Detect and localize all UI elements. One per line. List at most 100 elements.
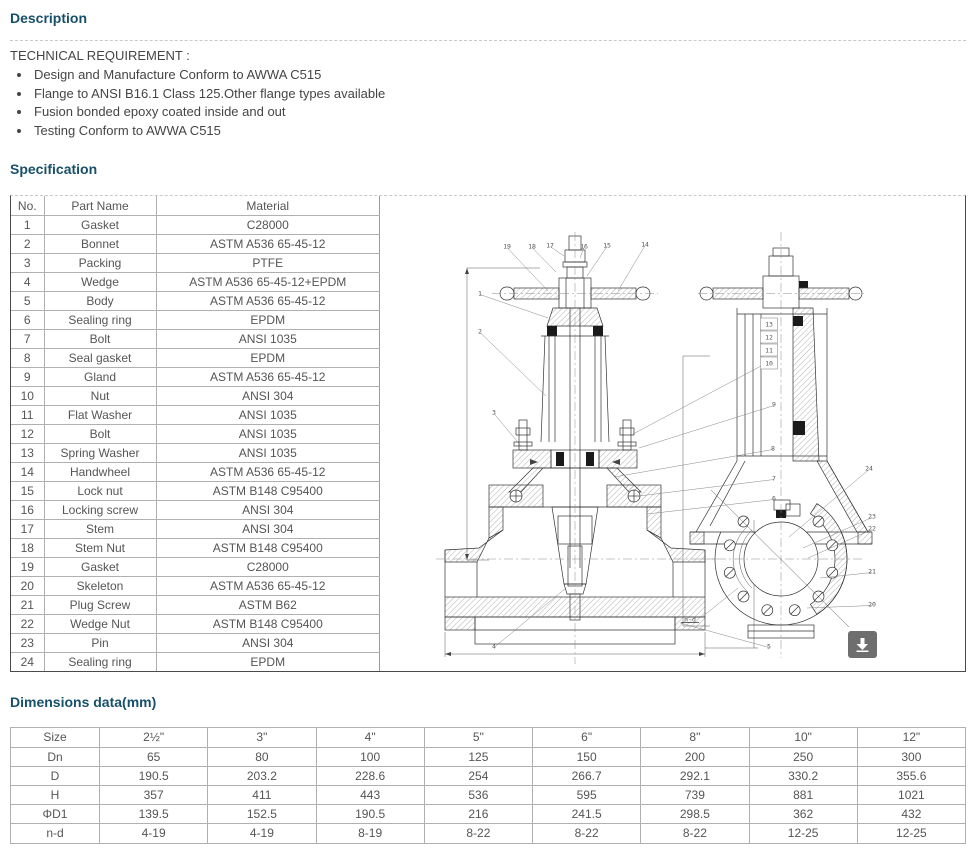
dimensions-table-cell: 228.6	[315, 765, 425, 786]
drawing-callout-label: 19	[503, 243, 511, 251]
drawing-callout-label: 18	[528, 243, 536, 251]
parts-table-cell: ASTM A536 65-45-12	[155, 462, 380, 483]
parts-table-body: 1 Gasket C28000 2 Bonnet ASTM A536 65-45-12 3 P…	[11, 215, 380, 672]
dimensions-table-cell: 12-25	[748, 823, 858, 844]
dimensions-table-cell: 12-25	[856, 823, 967, 844]
drawing-callout-label: 7	[772, 475, 776, 483]
parts-table-row: 19 Gasket C28000	[11, 557, 380, 578]
parts-table-row: 11 Flat Washer ANSI 1035	[11, 405, 380, 426]
parts-table-cell: 10	[11, 386, 45, 407]
parts-table-row: 20 Skeleton ASTM A536 65-45-12	[11, 576, 380, 597]
drawing-callout-label: 5	[767, 643, 771, 651]
parts-table-cell: 12	[11, 424, 45, 445]
drawing-callout-label: 15	[603, 242, 611, 250]
parts-table-cell: ANSI 304	[155, 386, 380, 407]
dimensions-table-cell: 150	[531, 746, 642, 767]
parts-table-cell: 20	[11, 576, 45, 597]
parts-table-cell: EPDM	[155, 310, 380, 331]
dimensions-table-cell: 6"	[531, 727, 642, 748]
parts-table-cell: 3	[11, 253, 45, 274]
parts-table-row: 4 Wedge ASTM A536 65-45-12+EPDM	[11, 272, 380, 293]
parts-table-row: 3 Packing PTFE	[11, 253, 380, 274]
tech-req-list: Design and Manufacture Conform to AWWA C…	[32, 66, 966, 140]
parts-table-cell: Bolt	[43, 329, 157, 350]
parts-table-cell: 17	[11, 519, 45, 540]
parts-table-cell: ANSI 1035	[155, 405, 380, 426]
dimensions-table-cell: 125	[423, 746, 534, 767]
dimensions-table-cell: 190.5	[98, 765, 209, 786]
parts-table-cell: ASTM B148 C95400	[155, 481, 380, 502]
dimensions-table-cell: 595	[531, 784, 642, 806]
drawing-callout-label: 11	[765, 347, 773, 355]
tech-req-item: Design and Manufacture Conform to AWWA C…	[32, 66, 966, 85]
dimensions-table-cell: 292.1	[640, 765, 750, 786]
parts-table-cell: 23	[11, 633, 45, 654]
dimensions-table-cell: 100	[315, 746, 425, 767]
parts-table-cell: Spring Washer	[43, 443, 157, 464]
parts-table-cell: 16	[11, 500, 45, 521]
drawing-callout-label: 14	[641, 241, 649, 249]
parts-table-cell: Gland	[43, 367, 157, 388]
parts-table-cell: ANSI 304	[155, 500, 380, 521]
dimensions-table-cell: D	[10, 765, 100, 786]
parts-table-row: 23 Pin ANSI 304	[11, 633, 380, 654]
parts-table-cell: ANSI 304	[155, 519, 380, 540]
parts-table-cell: 18	[11, 538, 45, 559]
valve-drawing-area: 19 18 17 16 15 14 1 2 3 13 12 11 10 9 8 7 6 4 5 24 23 22 21 20 n…	[380, 196, 965, 671]
drawing-callout-label: 3	[492, 409, 496, 417]
parts-table-row: 5 Body ASTM A536 65-45-12	[11, 291, 380, 312]
parts-table-head: No. Part Name Material	[11, 196, 380, 217]
parts-table-cell: 4	[11, 272, 45, 293]
dimensions-table-cell: 65	[98, 746, 209, 767]
parts-table-cell: 13	[11, 443, 45, 464]
drawing-callout-label: 9	[772, 401, 776, 409]
parts-table-cell: Body	[43, 291, 157, 312]
parts-table-row: 9 Gland ASTM A536 65-45-12	[11, 367, 380, 388]
dimensions-table-cell: n-d	[10, 823, 100, 844]
parts-table-cell: ASTM A536 65-45-12	[155, 291, 380, 312]
parts-table-cell: Nut	[43, 386, 157, 407]
parts-table-cell: ANSI 1035	[155, 329, 380, 350]
parts-table-cell: 21	[11, 595, 45, 616]
dimensions-table-cell: 4"	[315, 727, 425, 748]
parts-table-cell: Skeleton	[43, 576, 157, 597]
parts-table-cell: Bolt	[43, 424, 157, 445]
dimensions-table-row: ΦD1 139.5 152.5 190.5 216 241.5 298.5 362 432	[10, 804, 967, 825]
parts-table-cell: Plug Screw	[43, 595, 157, 616]
parts-table-cell: ASTM B148 C95400	[155, 614, 380, 635]
parts-table-cell: Bonnet	[43, 234, 157, 255]
parts-table-row: 1 Gasket C28000	[11, 215, 380, 236]
parts-table-cell: 19	[11, 557, 45, 578]
parts-table-cell: ASTM B62	[155, 595, 380, 616]
download-drawing-button[interactable]	[848, 631, 877, 659]
parts-table-row: 8 Seal gasket EPDM	[11, 348, 380, 369]
parts-table-cell: 22	[11, 614, 45, 635]
parts-table-cell: Wedge Nut	[43, 614, 157, 635]
parts-table-cell: 5	[11, 291, 45, 312]
parts-table-row: 12 Bolt ANSI 1035	[11, 424, 380, 445]
parts-table: No. Part Name Material 1 Gasket C28000 2 Bonne…	[11, 196, 380, 672]
parts-table-cell: C28000	[155, 215, 380, 236]
parts-table-cell: Handwheel	[43, 462, 157, 483]
dimensions-table-cell: 190.5	[315, 804, 425, 825]
parts-table-row: 24 Sealing ring EPDM	[11, 652, 380, 672]
dimensions-table-cell: 203.2	[207, 765, 317, 786]
parts-table-cell: 8	[11, 348, 45, 369]
parts-table-cell: ASTM A536 65-45-12	[155, 576, 380, 597]
dimensions-table-cell: 362	[748, 804, 858, 825]
parts-table-cell: Seal gasket	[43, 348, 157, 369]
dimensions-table-cell: 881	[748, 784, 858, 806]
parts-table-cell: 15	[11, 481, 45, 502]
dimensions-table-cell: 266.7	[531, 765, 642, 786]
dimensions-table-cell: 4-19	[207, 823, 317, 844]
parts-table-row: 22 Wedge Nut ASTM B148 C95400	[11, 614, 380, 635]
drawing-callout-label: 21	[868, 568, 876, 576]
dimensions-table-cell: 8"	[640, 727, 750, 748]
parts-table-cell: Flat Washer	[43, 405, 157, 426]
dimensions-table-row: Dn 65 80 100 125 150 200 250 300	[10, 746, 967, 767]
dimensions-table-cell: 200	[640, 746, 750, 767]
dimensions-table-cell: H	[10, 784, 100, 806]
drawing-callout-label: 13	[765, 321, 773, 329]
dimensions-heading: Dimensions data(mm)	[10, 694, 157, 711]
